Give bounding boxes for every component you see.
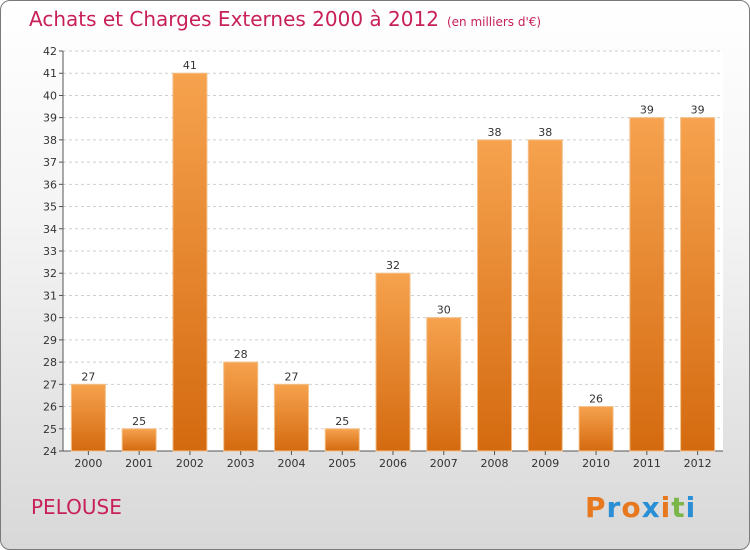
y-tick-label: 30 bbox=[43, 312, 57, 325]
x-tick-label: 2011 bbox=[633, 457, 661, 470]
y-tick-label: 36 bbox=[43, 178, 57, 191]
x-tick-label: 2008 bbox=[481, 457, 509, 470]
x-tick-label: 2000 bbox=[74, 457, 102, 470]
bar-value-label: 32 bbox=[386, 259, 400, 272]
x-tick-label: 2012 bbox=[684, 457, 712, 470]
x-tick-label: 2002 bbox=[176, 457, 204, 470]
y-tick-label: 26 bbox=[43, 401, 57, 414]
y-tick-label: 34 bbox=[43, 223, 57, 236]
chart-title-text: Achats et Charges Externes 2000 à 2012 bbox=[29, 7, 439, 31]
y-tick-label: 27 bbox=[43, 378, 57, 391]
bar bbox=[273, 383, 309, 452]
bar-value-label: 27 bbox=[284, 370, 298, 383]
logo-letter: i bbox=[660, 491, 672, 524]
bar bbox=[324, 428, 360, 452]
y-tick-label: 42 bbox=[43, 45, 57, 58]
x-tick-label: 2009 bbox=[531, 457, 559, 470]
bar bbox=[477, 139, 513, 452]
y-tick-label: 33 bbox=[43, 245, 57, 258]
bar bbox=[527, 139, 563, 452]
x-tick-label: 2003 bbox=[227, 457, 255, 470]
y-tick-label: 32 bbox=[43, 267, 57, 280]
x-tick-label: 2007 bbox=[430, 457, 458, 470]
bar bbox=[578, 406, 614, 452]
bar-value-label: 26 bbox=[589, 393, 603, 406]
bar bbox=[680, 117, 716, 452]
bar-value-label: 39 bbox=[691, 104, 705, 117]
logo-letter: t bbox=[671, 491, 686, 524]
bar-value-label: 27 bbox=[81, 370, 95, 383]
y-tick-label: 24 bbox=[43, 445, 57, 458]
y-tick-label: 41 bbox=[43, 67, 57, 80]
y-tick-label: 35 bbox=[43, 201, 57, 214]
bar-value-label: 28 bbox=[234, 348, 248, 361]
y-tick-label: 39 bbox=[43, 112, 57, 125]
logo-letter: x bbox=[641, 491, 661, 524]
y-tick-label: 31 bbox=[43, 289, 57, 302]
y-tick-label: 40 bbox=[43, 89, 57, 102]
x-tick-label: 2005 bbox=[328, 457, 356, 470]
logo-letter: r bbox=[606, 491, 622, 524]
proxiti-logo: Proxiti bbox=[585, 491, 696, 524]
bar bbox=[223, 361, 259, 452]
bar-value-label: 25 bbox=[335, 415, 349, 428]
x-tick-label: 2001 bbox=[125, 457, 153, 470]
bar bbox=[70, 383, 106, 452]
bar bbox=[172, 72, 208, 452]
bar-value-label: 39 bbox=[640, 104, 654, 117]
commune-name: PELOUSE bbox=[31, 495, 122, 519]
logo-letter: i bbox=[685, 491, 697, 524]
chart-subtitle: (en milliers d'€) bbox=[446, 15, 542, 29]
bar-value-label: 30 bbox=[437, 304, 451, 317]
bar-value-label: 38 bbox=[488, 126, 502, 139]
bar-value-label: 38 bbox=[538, 126, 552, 139]
y-tick-label: 29 bbox=[43, 334, 57, 347]
x-tick-label: 2004 bbox=[277, 457, 305, 470]
logo-letter: o bbox=[621, 491, 642, 524]
bar bbox=[375, 272, 411, 452]
y-tick-label: 37 bbox=[43, 156, 57, 169]
bar bbox=[121, 428, 157, 452]
y-tick-label: 28 bbox=[43, 356, 57, 369]
y-tick-label: 38 bbox=[43, 134, 57, 147]
x-tick-label: 2010 bbox=[582, 457, 610, 470]
bar-value-label: 41 bbox=[183, 59, 197, 72]
chart-title: Achats et Charges Externes 2000 à 2012 (e… bbox=[29, 7, 541, 31]
bar bbox=[426, 317, 462, 452]
bar-value-label: 25 bbox=[132, 415, 146, 428]
x-tick-label: 2006 bbox=[379, 457, 407, 470]
y-tick-label: 25 bbox=[43, 423, 57, 436]
bar bbox=[629, 117, 665, 452]
logo-letter: P bbox=[585, 491, 607, 524]
